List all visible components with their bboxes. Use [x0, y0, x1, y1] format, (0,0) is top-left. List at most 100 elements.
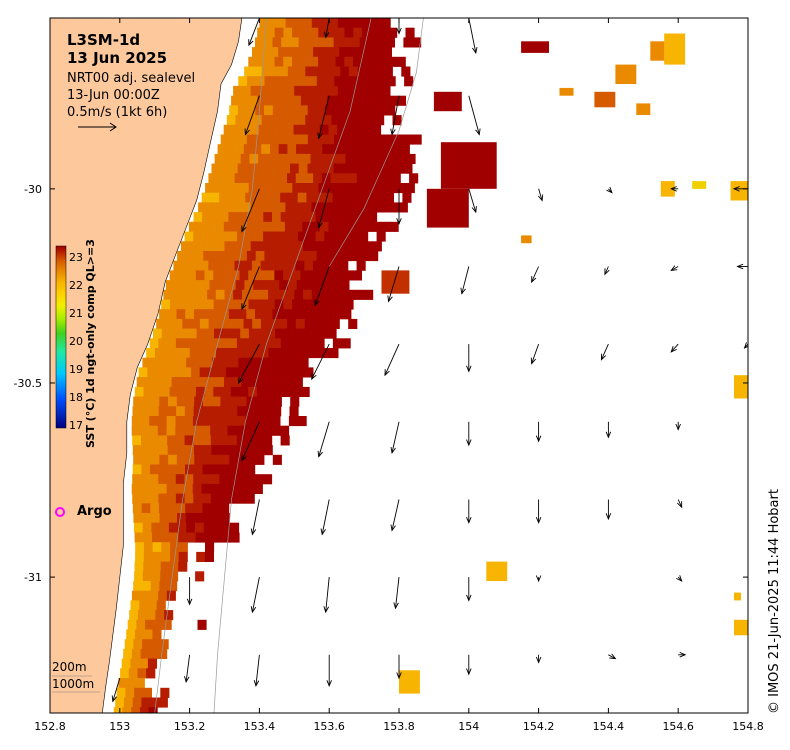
sst-cell — [311, 289, 321, 300]
sst-cell — [211, 454, 221, 465]
sst-cell — [229, 105, 239, 116]
sst-cell — [185, 251, 195, 262]
sst-cell — [187, 328, 197, 339]
sst-cell — [255, 445, 265, 456]
sst-cell — [143, 561, 153, 572]
sst-cell — [198, 202, 208, 213]
sst-cell — [190, 260, 200, 271]
colorbar-tick-label: 18 — [69, 391, 83, 404]
sst-cell — [278, 173, 288, 184]
sst-cell — [292, 299, 302, 310]
sst-cell — [289, 212, 299, 223]
sst-cell — [298, 212, 308, 223]
current-arrow — [535, 421, 542, 443]
product-label: NRT00 adj. sealevel — [67, 71, 196, 86]
sst-cell — [208, 318, 218, 329]
sst-cell — [299, 105, 309, 116]
sst-cell — [270, 66, 280, 77]
sst-cell — [392, 115, 402, 126]
sst-cell — [312, 348, 322, 359]
sst-cell — [149, 648, 159, 659]
sst-cell — [182, 260, 192, 271]
sst-cell — [229, 396, 239, 407]
sst-cell — [365, 144, 375, 155]
sst-cell — [142, 571, 152, 582]
sst-cell — [140, 483, 150, 494]
sst-cell — [405, 27, 415, 38]
sst-cell — [252, 115, 262, 126]
sst-cell — [178, 542, 188, 553]
sst-cell — [176, 464, 186, 475]
sst-cell — [201, 425, 211, 436]
sst-cell — [304, 367, 314, 378]
sst-cell — [389, 221, 399, 232]
sst-cell — [229, 134, 239, 145]
sst-cell — [219, 493, 229, 504]
sst-cell — [202, 309, 212, 320]
sst-cell — [228, 435, 238, 446]
sst-cell — [289, 406, 299, 417]
sst-cell — [163, 348, 173, 359]
sst-cell — [319, 221, 329, 232]
sst-cell — [223, 153, 233, 164]
current-arrow — [605, 421, 612, 439]
sst-cell — [149, 590, 159, 601]
sst-cell — [263, 212, 273, 223]
sst-cell — [372, 221, 382, 232]
current-arrow — [390, 421, 400, 455]
sst-cell — [315, 212, 325, 223]
sst-cell — [237, 212, 247, 223]
sst-cell — [133, 581, 143, 592]
sst-cell — [248, 386, 258, 397]
sst-cell — [320, 348, 330, 359]
sst-cell — [132, 445, 142, 456]
sst-cell — [369, 251, 379, 262]
sst-cell — [236, 192, 246, 203]
sst-cell — [131, 416, 141, 427]
sst-cell — [168, 357, 178, 368]
sst-cell — [268, 348, 278, 359]
sst-cell — [300, 299, 310, 310]
sst-cell — [287, 318, 297, 329]
sst-cell — [243, 367, 253, 378]
current-arrow — [600, 343, 609, 361]
sst-cell — [132, 493, 142, 504]
sst-cell — [159, 581, 169, 592]
sst-cell — [212, 357, 222, 368]
sst-cell — [336, 153, 346, 164]
sst-cell — [224, 202, 234, 213]
sst-cell — [220, 309, 230, 320]
sst-cell — [165, 318, 175, 329]
sst-cell — [198, 348, 208, 359]
sst-cell — [148, 707, 158, 713]
y-tick-label: -31 — [24, 571, 42, 584]
sst-cell — [192, 280, 202, 291]
sst-cell — [211, 445, 221, 456]
current-arrow — [670, 186, 679, 192]
sst-cell — [215, 221, 225, 232]
sst-cell — [184, 474, 194, 485]
x-tick-label: 153.8 — [383, 720, 415, 733]
sst-cell — [365, 173, 375, 184]
sst-cell — [327, 27, 337, 38]
sst-cell — [294, 18, 304, 29]
sst-cell — [134, 532, 144, 543]
sst-cell — [243, 318, 253, 329]
sst-cell — [161, 542, 171, 553]
sst-cell — [348, 144, 358, 155]
sst-cell — [271, 338, 281, 349]
sst-cell — [315, 192, 325, 203]
sst-cell — [366, 66, 376, 77]
sst-cell — [157, 425, 167, 436]
sst-cell — [326, 56, 336, 67]
sst-cell — [193, 435, 203, 446]
sst-cell — [263, 445, 273, 456]
sst-cell — [412, 134, 422, 145]
current-arrow — [248, 18, 260, 47]
sst-cell — [301, 153, 311, 164]
sst-cell — [229, 251, 239, 262]
sst-cell — [245, 338, 255, 349]
current-arrow — [111, 677, 121, 703]
sst-cell — [346, 18, 356, 29]
